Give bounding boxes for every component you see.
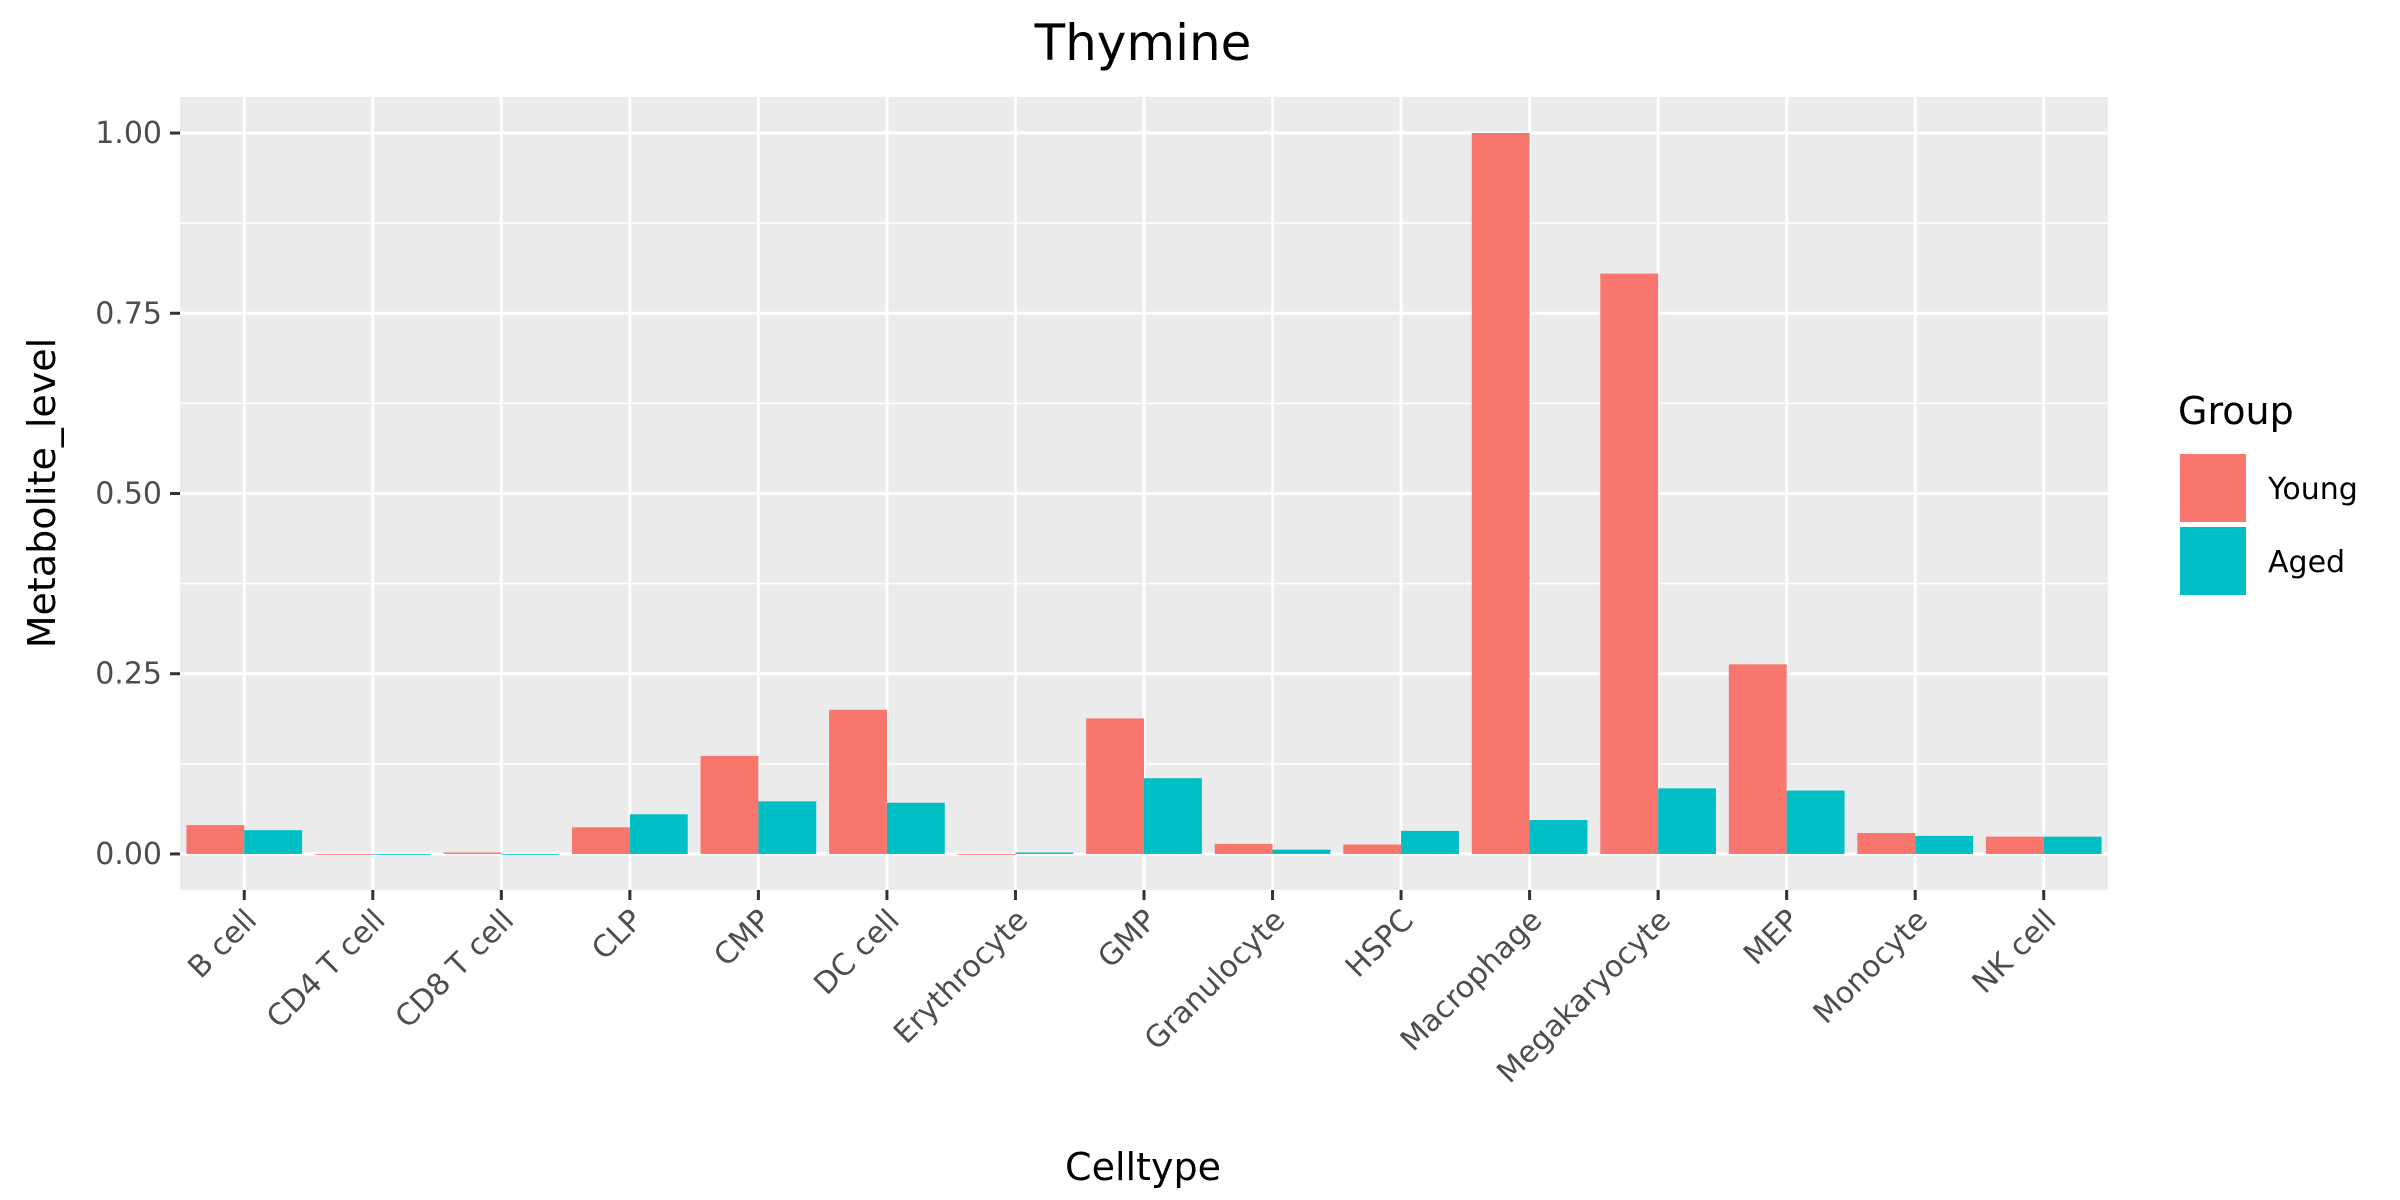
bar-aged [629,814,688,854]
bar-young [957,853,1016,855]
bars [186,133,2102,855]
y-axis-title: Metabolite_level [20,338,64,648]
bar-aged [1529,820,1588,854]
bar-young [572,827,630,854]
bar-young [1086,718,1144,854]
y-tick-label: 0.50 [95,477,162,512]
bar-young [1214,843,1273,854]
bar-aged [1658,788,1716,854]
y-tick-label: 1.00 [95,116,162,151]
bar-young [1857,833,1916,854]
y-tick-label: 0.75 [95,296,162,331]
bar-aged [2043,836,2102,854]
bar-young [1728,664,1787,854]
bar-young [443,852,502,854]
bar-young [700,755,759,854]
y-tick-label: 0.00 [95,837,162,872]
bar-young [1471,133,1530,854]
legend-label-young: Young [2267,472,2358,507]
bar-young [829,709,887,854]
bar-young [186,825,245,854]
bar-aged [1915,835,1974,854]
legend-label-aged: Aged [2268,545,2345,580]
bar-young [1343,844,1402,854]
legend-key-young [2180,454,2246,522]
bar-aged [1272,849,1331,854]
bar-aged [1401,830,1459,854]
bar-young [1600,273,1659,854]
bar-aged [1144,778,1202,854]
bar-young [314,853,373,855]
bar-aged [372,853,431,855]
bar-aged [758,801,817,854]
legend: Group Young Aged [2178,389,2358,595]
bar-aged [1015,852,1074,854]
x-axis-title: Celltype [1065,1145,1221,1189]
bar-young [1985,836,2044,854]
chart-title: Thymine [1034,14,1252,72]
bar-aged [244,830,303,854]
bar-aged [1786,790,1845,854]
bar-aged [886,802,945,854]
legend-key-aged [2180,527,2246,595]
y-tick-label: 0.25 [95,657,162,692]
bar-aged [501,853,560,855]
legend-title: Group [2178,389,2294,433]
